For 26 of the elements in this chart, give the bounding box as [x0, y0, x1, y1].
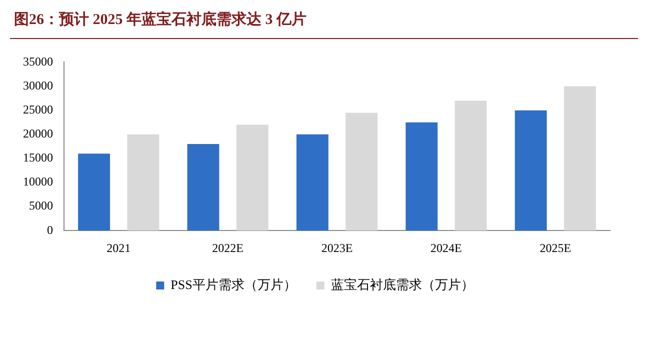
- x-tick-label: 2021: [106, 240, 131, 255]
- legend-label: PSS平片需求（万片）: [170, 276, 296, 292]
- bar: [187, 144, 220, 231]
- y-tick-label: 0: [47, 222, 53, 237]
- y-tick-label: 10000: [23, 174, 53, 189]
- y-tick-label: 20000: [23, 126, 53, 141]
- y-tick-label: 15000: [23, 150, 53, 165]
- bar: [236, 124, 268, 231]
- bar: [514, 110, 547, 231]
- bar: [78, 154, 110, 231]
- x-tick-label: 2023E: [321, 240, 353, 255]
- bar: [296, 134, 328, 231]
- chart-title: 图26：预计 2025 年蓝宝石衬底需求达 3 亿片: [14, 10, 306, 29]
- y-tick-label: 35000: [23, 54, 53, 68]
- x-tick-label: 2024E: [430, 240, 462, 255]
- y-tick-label: 25000: [23, 102, 53, 116]
- bar: [346, 112, 378, 231]
- x-tick-label: 2025E: [540, 240, 572, 255]
- y-tick-label: 30000: [23, 78, 53, 92]
- bar: [406, 122, 438, 231]
- bar: [127, 134, 160, 231]
- legend-label: 蓝宝石衬底需求（万片）: [330, 276, 474, 292]
- bar: [564, 86, 596, 231]
- x-tick-label: 2022E: [212, 240, 244, 255]
- bar: [454, 100, 487, 231]
- y-tick-label: 5000: [29, 198, 53, 213]
